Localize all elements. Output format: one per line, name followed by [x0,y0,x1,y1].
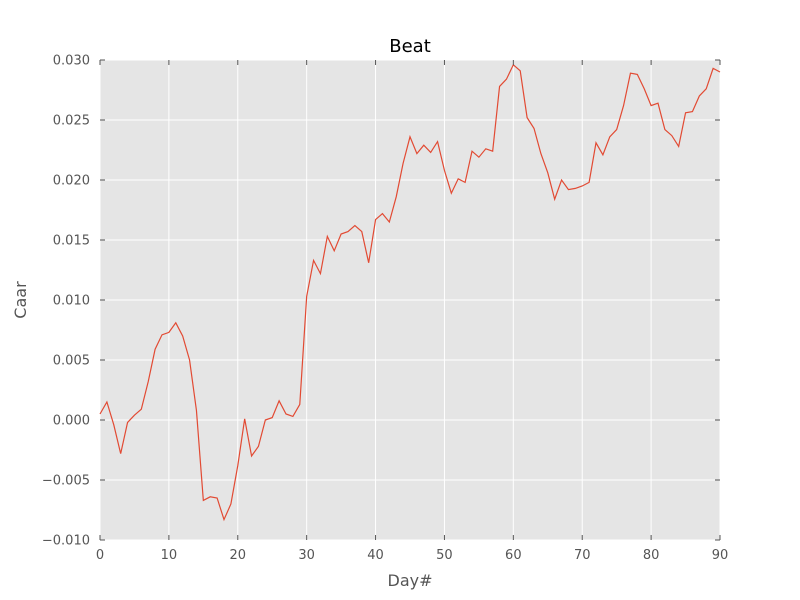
x-tick-label: 10 [161,548,178,563]
x-tick-label: 80 [643,548,660,563]
x-tick-label: 90 [712,548,729,563]
x-tick-label: 60 [505,548,522,563]
x-tick-label: 30 [298,548,315,563]
x-tick-label: 70 [574,548,591,563]
x-tick-label: 50 [436,548,453,563]
y-tick-label: 0.030 [53,54,90,69]
x-tick-label: 20 [230,548,247,563]
y-tick-label: 0.010 [53,294,90,309]
x-tick-label: 0 [96,548,104,563]
x-tick-marks [99,60,721,540]
y-axis-label: Caar [11,281,30,319]
x-axis-label: Day# [388,571,433,590]
y-tick-label: −0.005 [42,474,90,489]
y-tick-labels: −0.010 −0.005 0.000 0.005 0.010 0.015 0.020 0.0… [42,54,90,549]
y-tick-label: −0.010 [42,534,90,549]
y-tick-label: 0.015 [53,234,90,249]
y-gridlines [100,59,720,541]
y-tick-label: 0.000 [53,414,90,429]
y-tick-marks [100,59,720,541]
x-tick-label: 40 [367,548,384,563]
chart-title: Beat [389,36,431,57]
y-tick-label: 0.020 [53,174,90,189]
series-line [99,63,721,522]
x-tick-labels: 0 10 20 30 40 50 60 70 80 90 [96,548,728,563]
y-tick-label: 0.005 [53,354,90,369]
y-tick-label: 0.025 [53,114,90,129]
